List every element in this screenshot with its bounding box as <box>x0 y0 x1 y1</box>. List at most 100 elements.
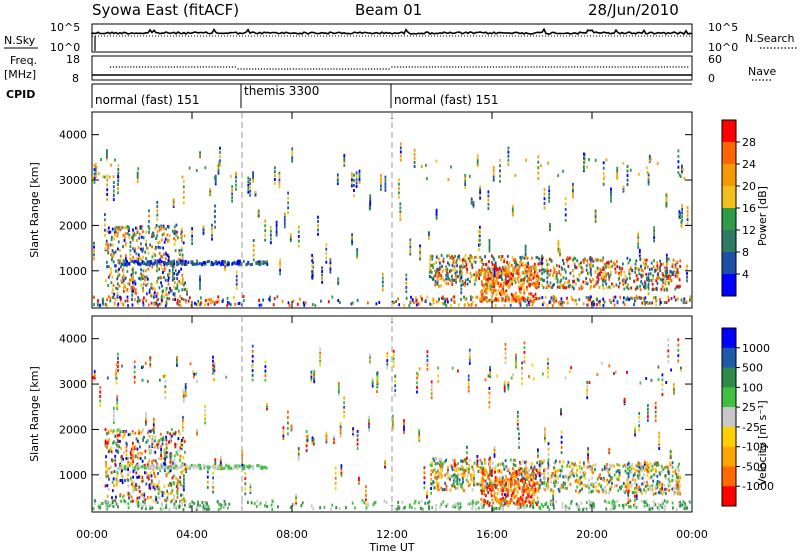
range-cell <box>552 298 555 302</box>
range-cell <box>367 503 369 507</box>
range-cell <box>325 252 328 255</box>
range-cell <box>182 397 185 401</box>
range-cell <box>106 188 109 192</box>
range-cell <box>264 261 267 265</box>
range-cell <box>512 474 514 478</box>
range-cell <box>173 292 176 296</box>
range-cell <box>480 290 482 294</box>
range-cell <box>164 237 167 241</box>
range-cell <box>484 289 487 293</box>
range-cell <box>327 300 330 304</box>
range-cell <box>131 462 133 466</box>
range-cell <box>296 302 299 306</box>
range-cell <box>172 459 175 463</box>
range-cell <box>651 288 654 292</box>
range-cell <box>602 267 604 271</box>
range-cell <box>262 465 264 469</box>
range-cell <box>635 463 638 467</box>
range-cell <box>667 277 670 281</box>
range-cell <box>584 257 586 261</box>
range-cell <box>572 189 574 193</box>
range-cell <box>530 501 532 505</box>
range-cell <box>215 260 217 263</box>
range-cell <box>580 261 582 265</box>
range-cell <box>413 501 416 505</box>
range-cell <box>619 485 621 489</box>
range-cell <box>148 486 150 490</box>
range-cell <box>536 503 538 507</box>
range-cell <box>123 499 126 503</box>
range-cell <box>132 256 135 260</box>
range-cell <box>541 296 544 300</box>
range-cell <box>245 464 247 468</box>
range-cell <box>436 275 439 279</box>
range-cell <box>481 261 483 264</box>
range-cell <box>546 482 548 486</box>
range-cell <box>566 296 568 300</box>
range-cell <box>589 298 591 302</box>
range-cell <box>686 222 689 226</box>
range-cell <box>622 504 624 508</box>
range-cell <box>511 299 514 303</box>
range-cell <box>146 261 149 265</box>
range-cell <box>511 279 514 282</box>
range-cell <box>499 292 501 295</box>
range-cell <box>196 259 198 263</box>
range-cell <box>140 242 142 246</box>
range-cell <box>640 268 643 272</box>
range-cell <box>154 450 157 454</box>
range-cell <box>631 463 633 466</box>
range-cell <box>560 408 562 412</box>
range-cell <box>496 500 498 504</box>
range-cell <box>488 283 491 287</box>
range-cell <box>297 244 300 248</box>
range-cell <box>114 460 117 463</box>
range-cell <box>516 265 519 269</box>
range-cell <box>381 272 384 276</box>
range-cell <box>123 430 126 434</box>
range-cell <box>317 224 319 228</box>
range-cell <box>637 245 640 249</box>
range-cell <box>169 289 172 293</box>
range-cell <box>133 487 136 491</box>
range-cell <box>321 277 323 281</box>
range-cell <box>458 257 461 261</box>
range-cell <box>629 499 632 503</box>
range-cell <box>518 497 521 501</box>
range-cell <box>567 460 570 464</box>
range-cell <box>114 463 117 467</box>
range-cell <box>502 288 504 292</box>
range-cell <box>372 503 375 507</box>
range-cell <box>525 270 527 274</box>
range-cell <box>380 177 382 181</box>
range-cell <box>605 272 608 276</box>
range-cell <box>480 461 483 465</box>
range-cell <box>148 227 151 231</box>
range-cell <box>508 261 511 265</box>
range-cell <box>557 468 560 472</box>
range-cell <box>642 465 644 468</box>
range-cell <box>651 282 654 286</box>
range-cell <box>619 273 622 277</box>
range-cell <box>419 254 421 258</box>
range-cell <box>426 501 429 505</box>
range-cell <box>146 463 149 467</box>
range-cell <box>616 300 619 304</box>
range-cell <box>279 261 281 265</box>
range-cell <box>497 281 500 285</box>
range-cell <box>468 463 471 467</box>
range-cell <box>127 506 130 510</box>
range-cell <box>455 480 457 484</box>
range-cell <box>539 478 542 482</box>
range-cell <box>442 268 445 272</box>
range-cell <box>317 215 319 219</box>
range-cell <box>174 432 176 436</box>
range-cell <box>521 485 524 489</box>
range-cell <box>680 220 683 224</box>
range-cell <box>142 496 145 500</box>
range-cell <box>653 239 655 243</box>
range-cell <box>481 299 484 303</box>
range-cell <box>133 233 136 237</box>
range-cell <box>317 220 319 223</box>
range-cell <box>178 251 180 255</box>
